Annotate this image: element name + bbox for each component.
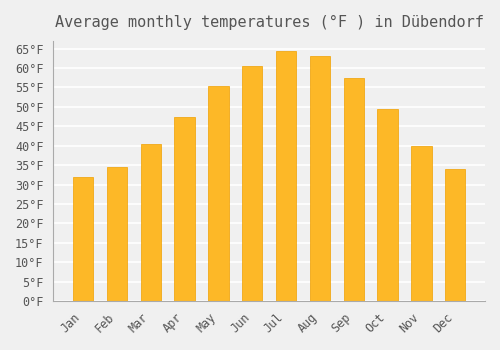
Bar [344, 78, 364, 301]
Bar [106, 167, 127, 301]
Bar [310, 56, 330, 301]
Bar [242, 66, 262, 301]
Bar [140, 144, 161, 301]
Bar [411, 146, 432, 301]
Bar [378, 109, 398, 301]
Bar [445, 169, 466, 301]
Bar [73, 177, 93, 301]
Bar [174, 117, 195, 301]
Bar [208, 85, 229, 301]
Bar [276, 51, 296, 301]
Title: Average monthly temperatures (°F ) in Dübendorf: Average monthly temperatures (°F ) in Dü… [54, 15, 484, 30]
